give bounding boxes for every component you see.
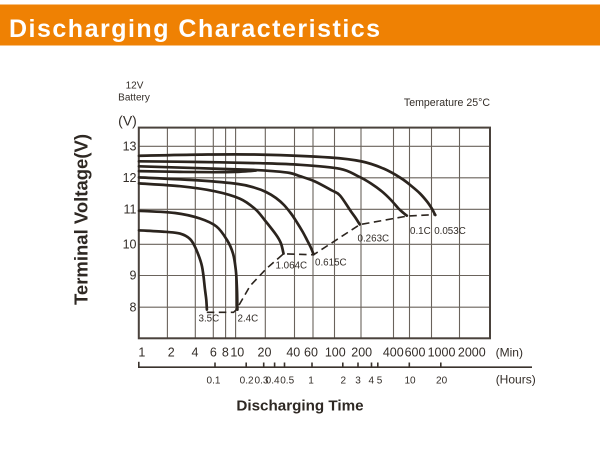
svg-text:6: 6 bbox=[210, 346, 217, 360]
svg-text:Discharging Time: Discharging Time bbox=[236, 398, 363, 415]
svg-text:Battery: Battery bbox=[118, 93, 150, 104]
svg-text:5: 5 bbox=[377, 376, 383, 387]
svg-text:0.1: 0.1 bbox=[207, 376, 221, 387]
svg-text:Temperature 25°C: Temperature 25°C bbox=[404, 97, 490, 109]
svg-text:20: 20 bbox=[258, 346, 272, 360]
svg-text:40: 40 bbox=[286, 346, 300, 360]
svg-text:10: 10 bbox=[123, 238, 137, 252]
svg-text:1: 1 bbox=[308, 376, 314, 387]
svg-text:1000: 1000 bbox=[428, 346, 456, 360]
svg-text:60: 60 bbox=[304, 346, 318, 360]
svg-text:2000: 2000 bbox=[458, 346, 486, 360]
svg-text:2: 2 bbox=[168, 346, 175, 360]
svg-text:20: 20 bbox=[436, 376, 448, 387]
svg-text:13: 13 bbox=[123, 140, 137, 154]
svg-text:1.064C: 1.064C bbox=[276, 261, 308, 272]
svg-text:10: 10 bbox=[230, 346, 244, 360]
svg-text:3: 3 bbox=[355, 376, 361, 387]
svg-text:12V: 12V bbox=[126, 81, 144, 92]
svg-text:0.263C: 0.263C bbox=[358, 234, 390, 245]
svg-text:100: 100 bbox=[325, 346, 346, 360]
svg-text:600: 600 bbox=[405, 346, 426, 360]
svg-text:10: 10 bbox=[404, 376, 416, 387]
svg-text:0.3: 0.3 bbox=[255, 376, 269, 387]
svg-text:3.5C: 3.5C bbox=[199, 314, 220, 325]
svg-text:8: 8 bbox=[222, 346, 229, 360]
svg-text:200: 200 bbox=[351, 346, 372, 360]
svg-text:1: 1 bbox=[138, 346, 145, 360]
svg-text:4: 4 bbox=[192, 346, 199, 360]
svg-text:400: 400 bbox=[383, 346, 404, 360]
svg-text:(V): (V) bbox=[118, 113, 137, 129]
svg-text:2: 2 bbox=[341, 376, 347, 387]
svg-text:Discharging Characteristics: Discharging Characteristics bbox=[9, 15, 382, 43]
svg-text:Terminal Voltage(V): Terminal Voltage(V) bbox=[71, 134, 92, 305]
svg-text:2.4C: 2.4C bbox=[238, 314, 259, 325]
svg-text:12: 12 bbox=[123, 171, 137, 185]
svg-text:0.4: 0.4 bbox=[266, 376, 280, 387]
svg-text:0.2: 0.2 bbox=[240, 376, 254, 387]
svg-text:0.053C: 0.053C bbox=[434, 226, 466, 237]
svg-text:9: 9 bbox=[130, 269, 137, 283]
svg-text:11: 11 bbox=[124, 203, 137, 217]
svg-text:0.615C: 0.615C bbox=[315, 258, 347, 269]
svg-text:0.1C: 0.1C bbox=[410, 226, 431, 237]
svg-text:0.5: 0.5 bbox=[280, 376, 294, 387]
svg-text:(Min): (Min) bbox=[496, 346, 523, 360]
svg-text:8: 8 bbox=[130, 300, 137, 314]
svg-text:4: 4 bbox=[369, 376, 375, 387]
svg-text:(Hours): (Hours) bbox=[496, 373, 536, 387]
